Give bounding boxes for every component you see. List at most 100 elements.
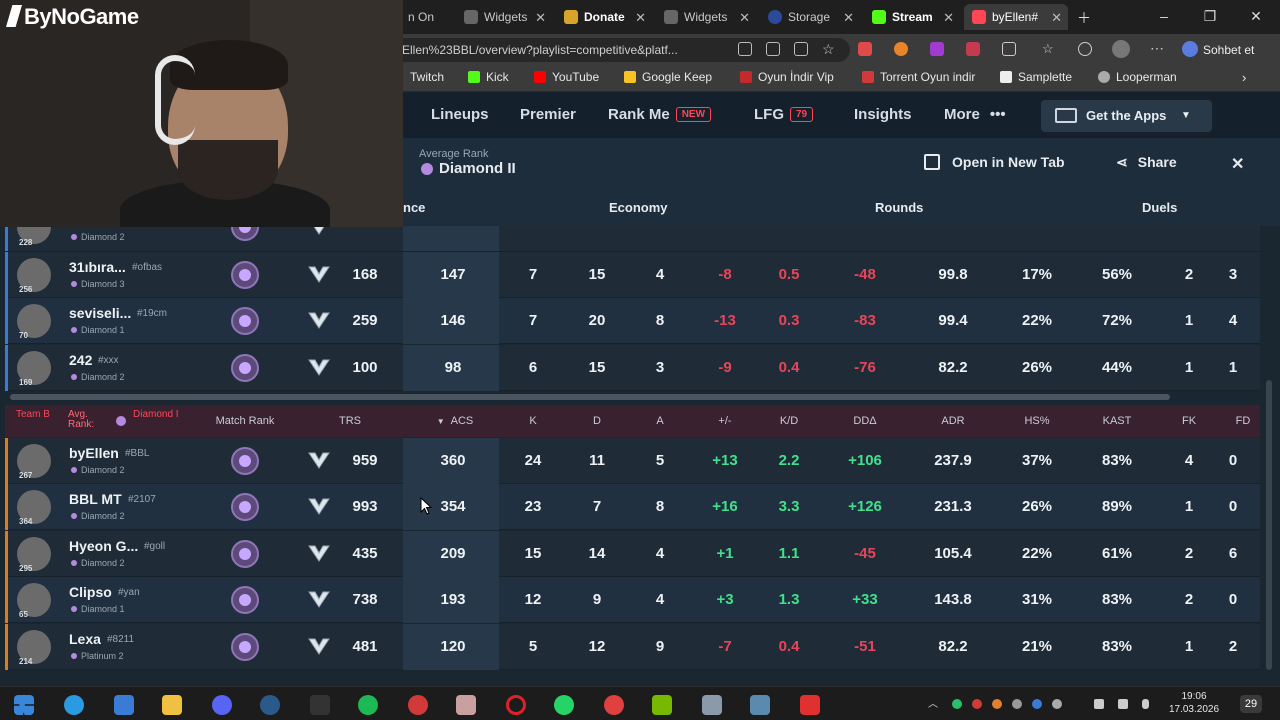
app-icon[interactable] [604, 695, 624, 715]
col-a[interactable]: A [656, 415, 664, 427]
close-icon[interactable]: ✕ [635, 10, 646, 25]
tray-app-icon[interactable] [1052, 699, 1062, 709]
nav-insights[interactable]: Insights [854, 106, 912, 123]
bookmarks-more-icon[interactable]: › [1242, 70, 1247, 85]
player-row[interactable]: 256 31ıbıra... #ofbas Diamond 3 168 147 7 15 4 -8… [5, 252, 1260, 298]
tray-app-icon[interactable] [972, 699, 982, 709]
browser-tab-active[interactable]: byEllen# ✕ [964, 4, 1068, 30]
app-icon[interactable] [750, 695, 770, 715]
vertical-scrollbar[interactable] [1266, 380, 1272, 670]
opera-icon[interactable] [506, 695, 526, 715]
bookmark-kick[interactable]: Kick [468, 70, 509, 84]
player-row[interactable]: 65 Clipso #yan Diamond 1 738 193 12 9 4 +3 1.3 +33 1… [5, 577, 1260, 623]
whatsapp-icon[interactable] [554, 695, 574, 715]
notifications-badge[interactable]: 29 [1240, 695, 1262, 713]
close-icon[interactable]: ✕ [943, 10, 954, 25]
microphone-icon[interactable] [1142, 699, 1149, 709]
bookmark-torrent[interactable]: Torrent Oyun indir [862, 70, 975, 84]
bluetooth-icon[interactable] [1032, 699, 1042, 709]
browser-tab[interactable]: Stream ✕ [864, 4, 960, 30]
nav-lfg[interactable]: LFG 79 [754, 106, 814, 123]
col-fd[interactable]: FD [1235, 415, 1251, 427]
col-dd-delta[interactable]: DDΔ [853, 415, 877, 427]
tray-app-icon[interactable] [992, 699, 1002, 709]
col-d[interactable]: D [593, 415, 601, 427]
more-options-icon[interactable]: ⋯ [1150, 40, 1164, 56]
bookmark-samplette[interactable]: Samplette [1000, 70, 1072, 84]
col-kast[interactable]: KAST [1102, 415, 1132, 427]
file-explorer-icon[interactable] [162, 695, 182, 715]
extension-icon[interactable] [894, 42, 908, 56]
favorites-icon[interactable]: ☆ [1042, 41, 1054, 56]
col-fk[interactable]: FK [1181, 415, 1197, 427]
col-kd[interactable]: K/D [779, 415, 799, 427]
volume-icon[interactable] [1118, 699, 1128, 709]
nav-lineups[interactable]: Lineups [431, 106, 489, 123]
app-icon[interactable] [408, 695, 428, 715]
extension-icon[interactable] [966, 42, 980, 56]
player-row[interactable]: 70 seviseli... #19cm Diamond 1 259 146 7 20 8 -13… [5, 298, 1260, 344]
browser-tab[interactable]: Widgets ✕ [656, 4, 756, 30]
read-aloud-icon[interactable] [794, 42, 808, 56]
steam-icon[interactable] [260, 695, 280, 715]
player-row[interactable]: 228 Diamond 2 [5, 226, 1260, 252]
app-install-icon[interactable] [738, 42, 752, 56]
translate-icon[interactable] [766, 42, 780, 56]
player-name[interactable]: Lexa [69, 631, 101, 647]
copilot-button[interactable]: Sohbet et [1182, 40, 1268, 60]
player-name[interactable]: BBL MT [69, 491, 122, 507]
app-icon[interactable] [702, 695, 722, 715]
network-icon[interactable] [1094, 699, 1104, 709]
browser-tab[interactable]: Widgets ✕ [456, 4, 552, 30]
nvidia-icon[interactable] [652, 695, 672, 715]
app-icon[interactable] [456, 695, 476, 715]
open-in-new-tab-button[interactable]: Open in New Tab [924, 154, 1065, 170]
history-icon[interactable] [1078, 42, 1092, 56]
col-acs[interactable]: ▼ ACS [425, 415, 485, 427]
windows-start-icon[interactable] [14, 695, 34, 715]
store-icon[interactable] [114, 695, 134, 715]
player-row[interactable]: 267 byEllen #BBL Diamond 2 959 360 24 11 5 +13 2.2… [5, 438, 1260, 484]
profile-avatar-icon[interactable] [1112, 40, 1130, 58]
player-name[interactable]: seviseli... [69, 305, 132, 321]
discord-icon[interactable] [212, 695, 232, 715]
col-hs[interactable]: HS% [1024, 415, 1050, 427]
player-name[interactable]: byEllen [69, 445, 119, 461]
minimize-icon[interactable]: – [1160, 8, 1168, 24]
get-the-apps-button[interactable]: Get the Apps ▼ [1041, 100, 1212, 132]
nav-rank-me[interactable]: Rank Me NEW [608, 106, 712, 123]
bookmark-oyun-indir[interactable]: Oyun İndir Vip [740, 70, 834, 84]
nav-more[interactable]: More ••• [944, 106, 1006, 123]
new-tab-icon[interactable]: ＋ [1077, 10, 1091, 26]
player-name[interactable]: Clipso [69, 584, 112, 600]
window-close-icon[interactable]: ✕ [1250, 8, 1262, 24]
bookmark-looperman[interactable]: Looperman [1098, 70, 1177, 84]
extension-icon[interactable] [930, 42, 944, 56]
browser-tab[interactable]: Donate ✕ [556, 4, 652, 30]
share-button[interactable]: ⋖ Share [1116, 154, 1177, 171]
col-plus-minus[interactable]: +/- [718, 415, 732, 427]
player-row[interactable]: 169 242 #xxx Diamond 2 100 98 6 15 3 -9 0.4 -76 82.2… [5, 345, 1260, 391]
extension-icon[interactable] [858, 42, 872, 56]
col-match-rank[interactable]: Match Rank [215, 415, 275, 427]
player-name[interactable]: Hyeon G... [69, 538, 139, 554]
close-icon[interactable]: ✕ [1051, 10, 1062, 25]
player-row[interactable]: 214 Lexa #8211 Platinum 2 481 120 5 12 9 -7 0.4 -51… [5, 624, 1260, 670]
bookmark-twitch[interactable]: Twitch [410, 70, 444, 84]
nav-premier[interactable]: Premier [520, 106, 576, 123]
close-panel-icon[interactable]: ✕ [1231, 156, 1245, 173]
close-icon[interactable]: ✕ [739, 10, 750, 25]
system-clock[interactable]: 19:06 17.03.2026 [1166, 690, 1222, 716]
app-icon[interactable] [800, 695, 820, 715]
bookmark-youtube[interactable]: YouTube [534, 70, 599, 84]
player-name[interactable]: 31ıbıra... [69, 259, 126, 275]
player-row[interactable]: 295 Hyeon G... #goll Diamond 2 435 209 15 14 4 +1… [5, 531, 1260, 577]
col-adr[interactable]: ADR [941, 415, 965, 427]
maximize-icon[interactable]: ❐ [1203, 8, 1217, 24]
close-icon[interactable]: ✕ [535, 10, 546, 25]
player-name[interactable]: 242 [69, 352, 93, 368]
extensions-puzzle-icon[interactable] [1002, 42, 1016, 56]
bookmark-google-keep[interactable]: Google Keep [624, 70, 712, 84]
close-icon[interactable]: ✕ [843, 10, 854, 25]
browser-tab[interactable]: n On [400, 4, 452, 30]
